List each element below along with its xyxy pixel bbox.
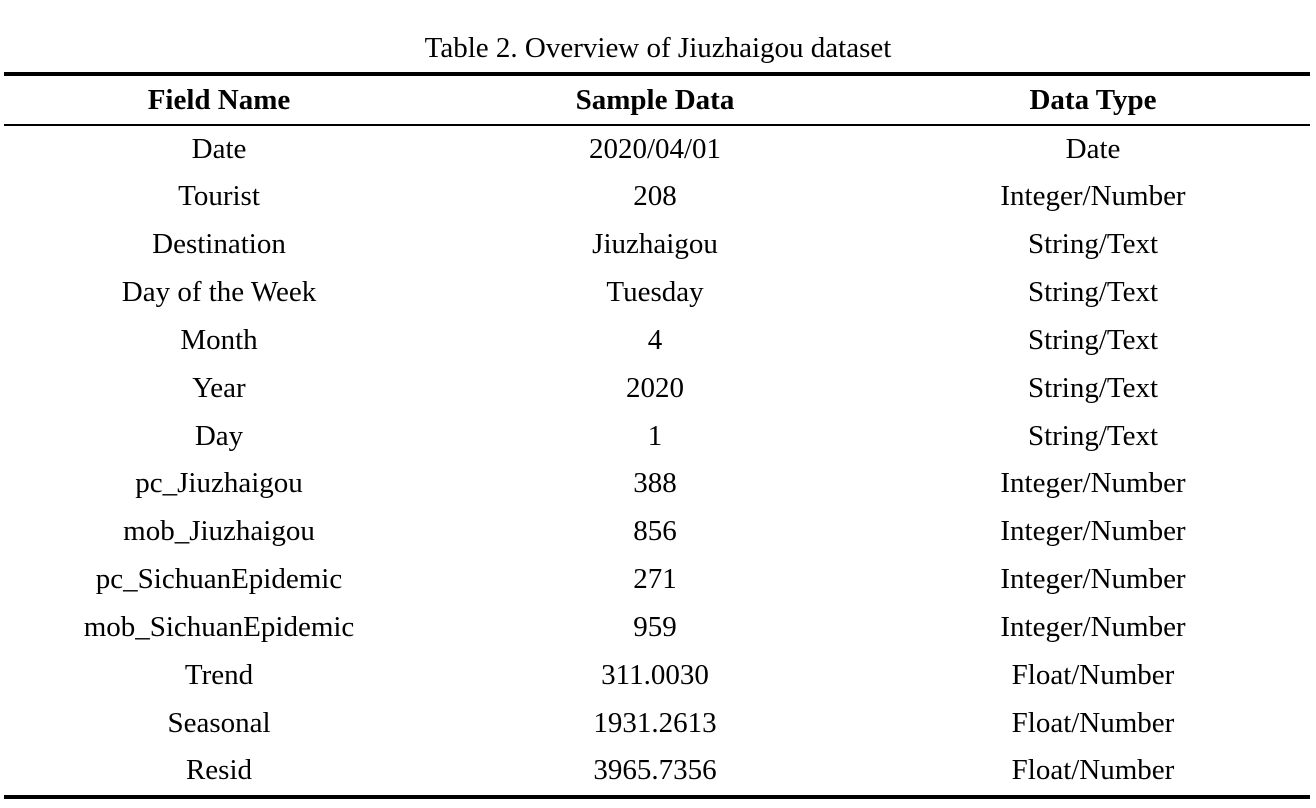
cell-field-name: Year xyxy=(192,371,246,404)
cell-sample-data: 4 xyxy=(647,323,663,356)
table-row: Year 2020 String/Text xyxy=(4,365,1310,413)
cell-data-type: String/Text xyxy=(1027,371,1159,404)
table-row: Day 1 String/Text xyxy=(4,413,1310,461)
cell-sample-data: 208 xyxy=(633,180,677,213)
cell-sample-data: 2020 xyxy=(626,371,684,404)
cell-field-name: Trend xyxy=(184,658,254,691)
table-bottom-rule xyxy=(4,795,1310,800)
table-row: Tourist 208 Integer/Number xyxy=(4,173,1310,221)
cell-sample-data: Jiuzhaigou xyxy=(592,228,718,261)
cell-data-type: Date xyxy=(1065,132,1121,165)
cell-field-name: Seasonal xyxy=(167,706,271,739)
table-row: Date 2020/04/01 Date xyxy=(4,126,1310,174)
table-header-rule xyxy=(4,124,1310,126)
cell-data-type: String/Text xyxy=(1027,323,1159,356)
table-row: Destination Jiuzhaigou String/Text xyxy=(4,221,1310,269)
cell-field-name: Day xyxy=(194,419,244,452)
header-sample-data: Sample Data xyxy=(575,84,735,116)
cell-data-type: Integer/Number xyxy=(1000,467,1186,500)
table-header-row: Field Name Sample Data Data Type xyxy=(4,76,1310,124)
cell-field-name: Month xyxy=(180,323,258,356)
table-caption: Table 2. Overview of Jiuzhaigou dataset xyxy=(424,32,892,64)
cell-sample-data: 388 xyxy=(633,467,677,500)
cell-sample-data: 959 xyxy=(633,610,677,643)
table-row: pc_SichuanEpidemic 271 Integer/Number xyxy=(4,556,1310,604)
cell-data-type: String/Text xyxy=(1027,419,1159,452)
cell-sample-data: Tuesday xyxy=(606,276,704,309)
cell-data-type: Float/Number xyxy=(1011,754,1175,787)
cell-data-type: Float/Number xyxy=(1011,706,1175,739)
cell-data-type: Integer/Number xyxy=(1000,180,1186,213)
table-body: Date 2020/04/01 Date Tourist 208 Integer/Numb… xyxy=(4,126,1310,796)
header-data-type: Data Type xyxy=(1029,84,1157,116)
cell-sample-data: 856 xyxy=(633,515,677,548)
table-row: mob_Jiuzhaigou 856 Integer/Number xyxy=(4,508,1310,556)
cell-field-name: Destination xyxy=(152,228,286,261)
cell-field-name: Resid xyxy=(185,754,253,787)
cell-data-type: Integer/Number xyxy=(1000,515,1186,548)
cell-data-type: Float/Number xyxy=(1011,658,1175,691)
cell-data-type: String/Text xyxy=(1027,276,1159,309)
cell-field-name: Date xyxy=(191,132,247,165)
cell-data-type: Integer/Number xyxy=(1000,610,1186,643)
cell-sample-data: 3965.7356 xyxy=(593,754,717,787)
cell-data-type: Integer/Number xyxy=(1000,563,1186,596)
table-top-rule xyxy=(4,72,1310,76)
table-row: mob_SichuanEpidemic 959 Integer/Number xyxy=(4,604,1310,652)
header-field-name: Field Name xyxy=(147,84,291,116)
cell-data-type: String/Text xyxy=(1027,228,1159,261)
table-row: Seasonal 1931.2613 Float/Number xyxy=(4,700,1310,748)
cell-sample-data: 311.0030 xyxy=(601,658,709,691)
cell-sample-data: 271 xyxy=(633,563,677,596)
table-row: Resid 3965.7356 Float/Number xyxy=(4,747,1310,795)
table-row: Trend 311.0030 Float/Number xyxy=(4,652,1310,700)
cell-field-name: Tourist xyxy=(178,180,260,213)
cell-field-name: pc_Jiuzhaigou xyxy=(135,467,303,500)
cell-field-name: pc_SichuanEpidemic xyxy=(95,563,343,596)
cell-sample-data: 1 xyxy=(647,419,663,452)
table-row: Day of the Week Tuesday String/Text xyxy=(4,269,1310,317)
cell-sample-data: 2020/04/01 xyxy=(588,132,722,165)
table-row: Month 4 String/Text xyxy=(4,317,1310,365)
cell-field-name: mob_Jiuzhaigou xyxy=(123,515,315,548)
cell-field-name: mob_SichuanEpidemic xyxy=(83,610,355,643)
dataset-table: Field Name Sample Data Data Type Date 202… xyxy=(4,72,1310,800)
table-row: pc_Jiuzhaigou 388 Integer/Number xyxy=(4,460,1310,508)
cell-field-name: Day of the Week xyxy=(121,276,317,309)
cell-sample-data: 1931.2613 xyxy=(593,706,717,739)
